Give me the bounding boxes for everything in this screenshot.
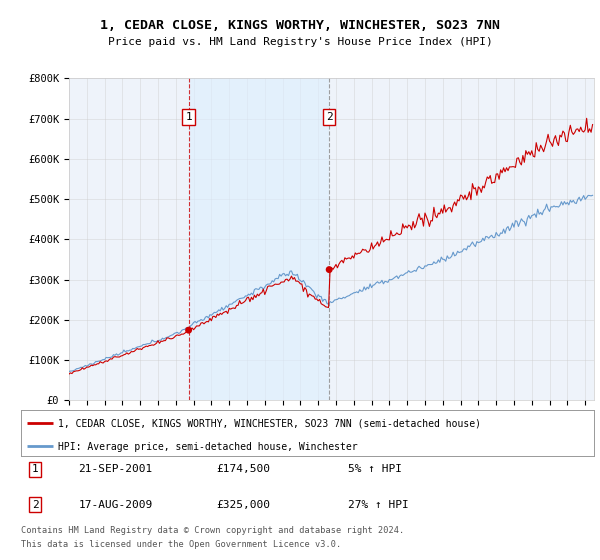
Text: £174,500: £174,500 [216, 464, 270, 474]
Text: 2: 2 [326, 112, 332, 122]
Text: Contains HM Land Registry data © Crown copyright and database right 2024.: Contains HM Land Registry data © Crown c… [21, 526, 404, 535]
Text: 17-AUG-2009: 17-AUG-2009 [79, 500, 152, 510]
Point [184, 326, 193, 335]
Point [325, 265, 334, 274]
Bar [188, 78, 329, 400]
Text: Price paid vs. HM Land Registry's House Price Index (HPI): Price paid vs. HM Land Registry's House … [107, 37, 493, 47]
Text: HPI: Average price, semi-detached house, Winchester: HPI: Average price, semi-detached house,… [58, 442, 358, 452]
Text: 5% ↑ HPI: 5% ↑ HPI [347, 464, 401, 474]
Text: 2: 2 [32, 500, 39, 510]
Text: 27% ↑ HPI: 27% ↑ HPI [347, 500, 409, 510]
Text: 1: 1 [185, 112, 192, 122]
Text: 1, CEDAR CLOSE, KINGS WORTHY, WINCHESTER, SO23 7NN: 1, CEDAR CLOSE, KINGS WORTHY, WINCHESTER… [100, 18, 500, 32]
Text: 21-SEP-2001: 21-SEP-2001 [79, 464, 152, 474]
Text: 1: 1 [32, 464, 39, 474]
Text: This data is licensed under the Open Government Licence v3.0.: This data is licensed under the Open Gov… [21, 540, 341, 549]
Text: £325,000: £325,000 [216, 500, 270, 510]
Text: 1, CEDAR CLOSE, KINGS WORTHY, WINCHESTER, SO23 7NN (semi-detached house): 1, CEDAR CLOSE, KINGS WORTHY, WINCHESTER… [58, 418, 481, 428]
